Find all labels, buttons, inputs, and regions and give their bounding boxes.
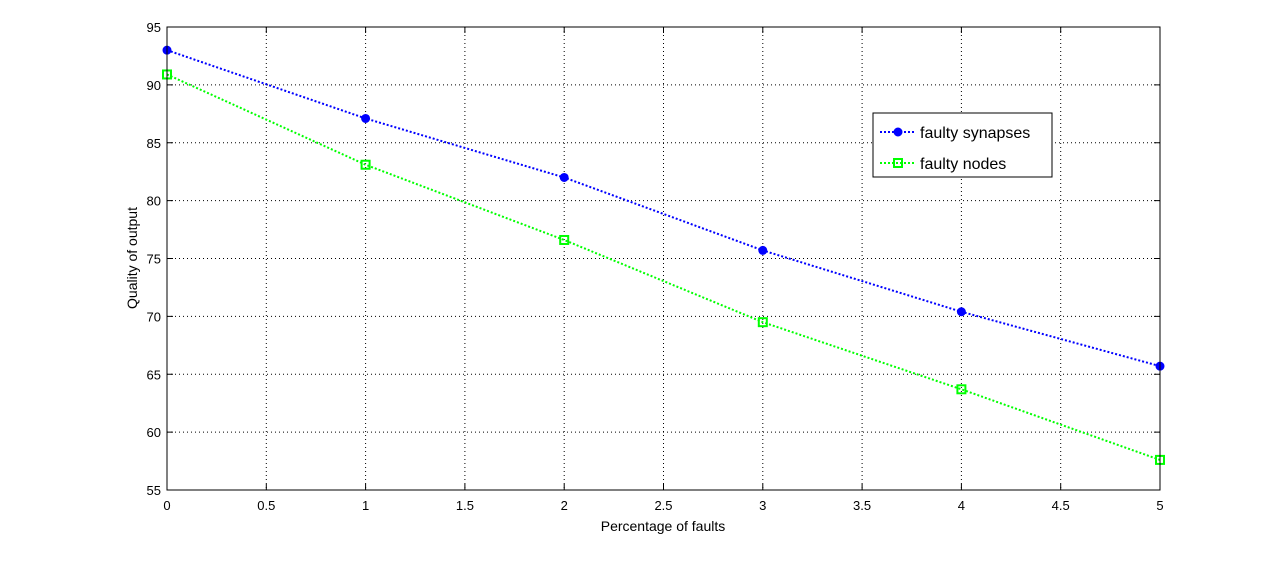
x-tick-label: 3.5 [853,498,871,513]
series-line [166,73,1161,461]
y-tick-label: 80 [147,194,161,209]
legend-label: faulty nodes [920,156,1006,173]
y-tick-label: 75 [147,252,161,267]
data-point [361,113,371,123]
y-tick-label: 85 [147,136,161,151]
y-axis-label: Quality of output [124,207,140,309]
x-tick-label: 1.5 [456,498,474,513]
legend-label: faulty synapses [920,125,1030,142]
y-tick-label: 55 [147,483,161,498]
legend-marker [893,158,903,168]
x-tick-label: 5 [1156,498,1163,513]
x-tick-label: 2.5 [654,498,672,513]
x-tick-label: 4.5 [1052,498,1070,513]
y-tick-label: 65 [147,367,161,382]
data-point [956,384,967,395]
data-point [956,307,966,317]
y-tick-label: 95 [147,20,161,35]
data-point [559,234,570,245]
grid [167,27,1160,490]
x-axis-label: Percentage of faults [601,518,726,534]
data-point [559,172,569,182]
x-tick-label: 4 [958,498,965,513]
y-tick-label: 60 [147,425,161,440]
x-tick-label: 3 [759,498,766,513]
y-tick-label: 70 [147,309,161,324]
data-point [758,245,768,255]
y-tick-label: 90 [147,78,161,93]
x-tick-label: 0.5 [257,498,275,513]
x-tick-label: 1 [362,498,369,513]
x-tick-label: 2 [561,498,568,513]
x-tick-label: 0 [163,498,170,513]
series-2 [162,69,1165,465]
data-point [360,159,371,170]
data-point [757,317,768,328]
legend-marker [893,127,903,137]
legend: faulty synapses faulty nodes [872,112,1053,178]
